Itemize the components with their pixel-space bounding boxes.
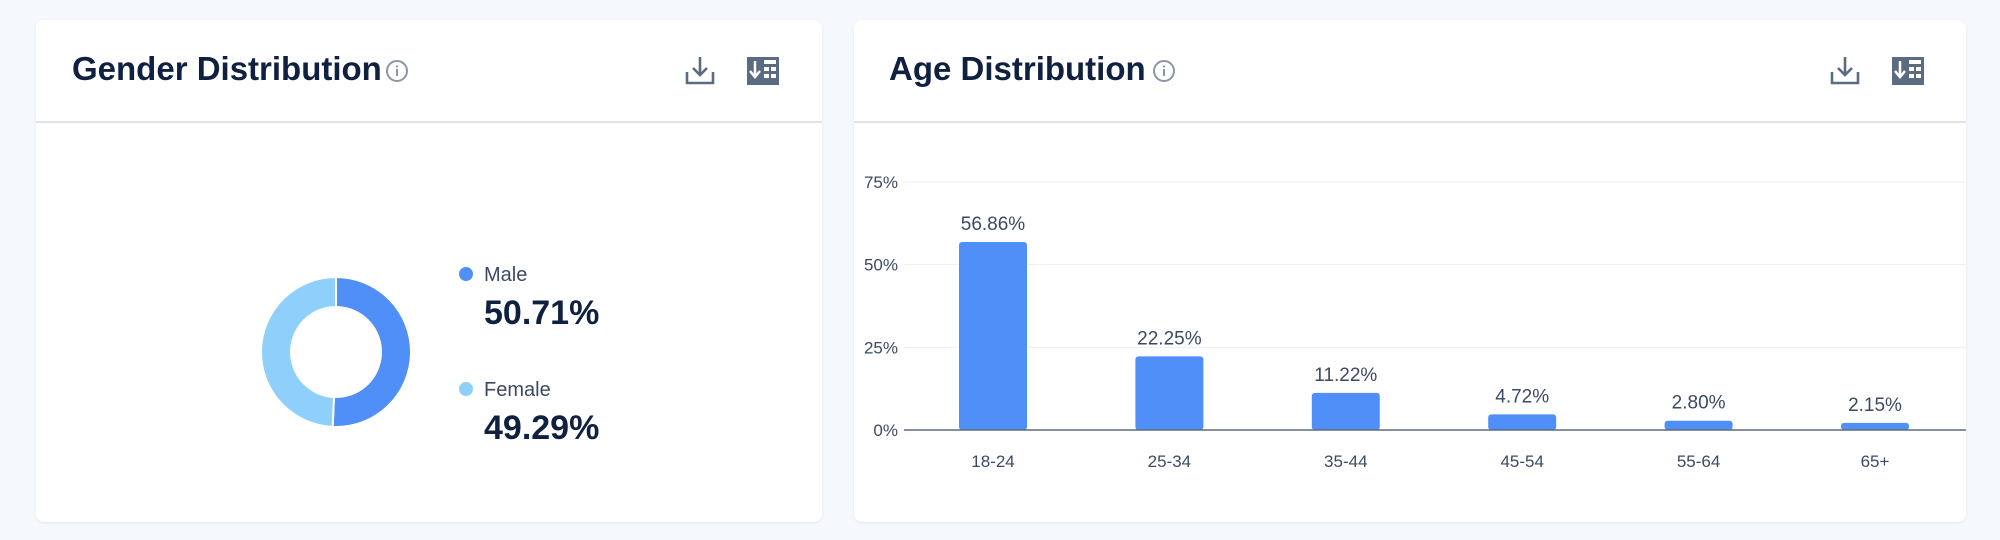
gender-card-header: Gender Distribution — [36, 20, 822, 123]
y-tick-label: 0% — [873, 421, 898, 440]
gender-donut-chart — [260, 275, 412, 428]
bar-data-label: 2.15% — [1848, 395, 1902, 416]
y-tick-label: 25% — [864, 338, 898, 357]
donut-slice-male[interactable] — [331, 275, 412, 428]
donut-slice-female[interactable] — [260, 275, 337, 428]
legend-value-female: 49.29% — [484, 409, 600, 447]
age-distribution-card: Age Distribution 0% 25% 50% 75% 56.86% 18-24 2… — [854, 20, 1966, 522]
bar-65+[interactable] — [1841, 422, 1909, 430]
bar-data-label: 4.72% — [1495, 386, 1549, 407]
gender-distribution-card: Gender Distribution Male 50.71% Female 4… — [36, 20, 822, 522]
export-table-icon[interactable] — [744, 52, 782, 90]
legend-label-male: Male — [484, 264, 528, 286]
y-tick-label: 50% — [864, 256, 898, 275]
bar-55-64[interactable] — [1664, 420, 1733, 430]
legend-label-female: Female — [484, 379, 551, 401]
x-tick-label: 65+ — [1861, 452, 1890, 471]
bar-data-label: 22.25% — [1137, 328, 1202, 349]
bar-data-label: 56.86% — [961, 214, 1026, 235]
bar-18-24[interactable] — [959, 241, 1027, 430]
legend-value-male: 50.71% — [484, 294, 600, 332]
bar-45-54[interactable] — [1488, 414, 1557, 430]
age-bar-chart: 0% 25% 50% 75% 56.86% 18-24 22.25% 25-34 11.22% 3… — [864, 173, 1966, 471]
bar-25-34[interactable] — [1135, 356, 1204, 430]
age-card-header: Age Distribution — [854, 20, 1966, 123]
bar-data-label: 11.22% — [1314, 365, 1377, 386]
x-tick-label: 35-44 — [1324, 452, 1367, 471]
x-tick-label: 18-24 — [971, 452, 1014, 471]
gender-card-title: Gender Distribution — [72, 50, 382, 87]
bar-35-44[interactable] — [1311, 392, 1380, 430]
export-table-icon[interactable] — [1889, 52, 1927, 90]
info-circle-icon[interactable] — [1152, 59, 1176, 83]
download-icon[interactable] — [1826, 52, 1864, 90]
info-circle-icon[interactable] — [385, 59, 409, 83]
legend-dot-female — [459, 382, 473, 396]
bar-data-label: 2.80% — [1672, 393, 1726, 414]
y-tick-label: 75% — [864, 173, 898, 192]
x-tick-label: 55-64 — [1677, 452, 1720, 471]
x-tick-label: 25-34 — [1148, 452, 1191, 471]
legend-dot-male — [459, 267, 473, 281]
x-tick-label: 45-54 — [1500, 452, 1543, 471]
age-card-title: Age Distribution — [889, 50, 1146, 87]
download-icon[interactable] — [681, 52, 719, 90]
